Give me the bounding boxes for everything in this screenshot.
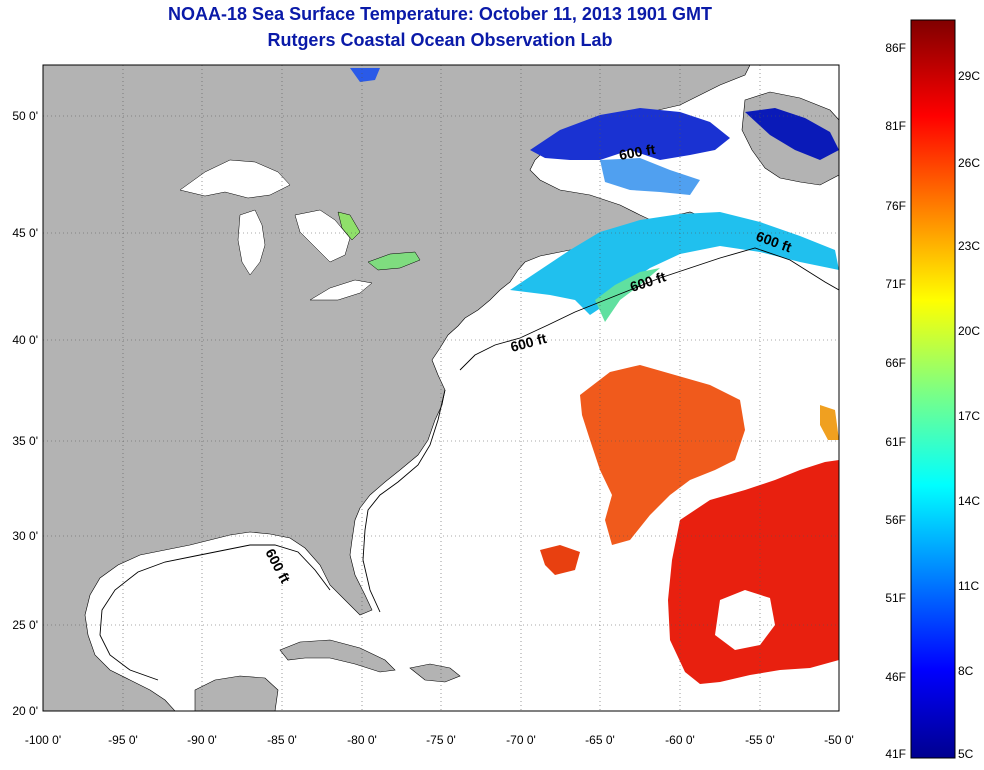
latitude-label: 20 0' bbox=[12, 704, 38, 718]
land-cuba bbox=[279, 639, 396, 673]
colorbar-fahrenheit-label: 51F bbox=[885, 591, 906, 605]
lake-michigan bbox=[237, 209, 266, 276]
colorbar-celsius-label: 8C bbox=[958, 664, 974, 678]
georgian-bay bbox=[337, 211, 361, 241]
lake-superior bbox=[179, 159, 291, 199]
colorbar-fahrenheit-label: 66F bbox=[885, 356, 906, 370]
map-subtitle: Rutgers Coastal Ocean Observation Lab bbox=[267, 30, 613, 50]
longitude-label: -55 0' bbox=[745, 733, 775, 747]
longitude-label: -65 0' bbox=[585, 733, 615, 747]
sst-warm-patch-north bbox=[580, 365, 745, 545]
latitude-label: 40 0' bbox=[12, 333, 38, 347]
colorbar-fahrenheit-label: 81F bbox=[885, 119, 906, 133]
latitude-label: 35 0' bbox=[12, 434, 38, 448]
longitude-label: -50 0' bbox=[824, 733, 854, 747]
map-title: NOAA-18 Sea Surface Temperature: October… bbox=[168, 4, 712, 24]
sst-cool-nl-shelf bbox=[600, 158, 700, 195]
lake-erie bbox=[309, 279, 373, 301]
latitude-labels: 50 0' 45 0' 40 0' 35 0' 30 0' 25 0' 20 0' bbox=[12, 109, 38, 718]
colorbar-celsius-labels: 29C 26C 23C 20C 17C 14C 11C 8C 5C bbox=[958, 69, 980, 761]
colorbar-celsius-label: 29C bbox=[958, 69, 980, 83]
latitude-label: 30 0' bbox=[12, 529, 38, 543]
colorbar-fahrenheit-label: 56F bbox=[885, 513, 906, 527]
colorbar-celsius-label: 23C bbox=[958, 239, 980, 253]
map-frame bbox=[42, 64, 840, 712]
sst-cold-hudson bbox=[350, 68, 380, 82]
isobath-600ft-gulf bbox=[99, 544, 331, 681]
sst-warm-scatter bbox=[540, 545, 580, 575]
isobath-600ft-southeast bbox=[362, 389, 446, 613]
longitude-label: -80 0' bbox=[347, 733, 377, 747]
longitude-label: -60 0' bbox=[665, 733, 695, 747]
land-north-america bbox=[43, 65, 751, 711]
colorbar-celsius-label: 14C bbox=[958, 494, 980, 508]
longitude-label: -100 0' bbox=[25, 733, 61, 747]
colorbar-celsius-label: 5C bbox=[958, 747, 974, 761]
colorbar-fahrenheit-label: 46F bbox=[885, 670, 906, 684]
longitude-label: -70 0' bbox=[506, 733, 536, 747]
lake-ontario bbox=[367, 251, 421, 271]
colorbar-celsius-label: 11C bbox=[958, 579, 979, 593]
land-hispaniola bbox=[409, 663, 461, 683]
sst-greenish-shelf bbox=[595, 268, 660, 322]
isobath-600ft bbox=[459, 247, 839, 371]
colorbar-fahrenheit-label: 86F bbox=[885, 41, 906, 55]
longitude-label: -95 0' bbox=[108, 733, 138, 747]
colorbar-celsius-label: 26C bbox=[958, 156, 980, 170]
latitude-label: 50 0' bbox=[12, 109, 38, 123]
latitude-label: 25 0' bbox=[12, 618, 38, 632]
colorbar bbox=[910, 19, 956, 759]
longitude-labels: -100 0' -95 0' -90 0' -85 0' -80 0' -75 0' -70… bbox=[25, 733, 854, 747]
sst-cold-labrador bbox=[745, 108, 839, 160]
grid bbox=[43, 65, 839, 711]
land-yucatan bbox=[194, 675, 279, 711]
colorbar-fahrenheit-labels: 86F 81F 76F 71F 66F 61F 56F 51F 46F 41F bbox=[885, 41, 906, 761]
colorbar-fahrenheit-label: 41F bbox=[885, 747, 906, 761]
latitude-label: 45 0' bbox=[12, 226, 38, 240]
longitude-label: -85 0' bbox=[267, 733, 297, 747]
colorbar-fahrenheit-label: 76F bbox=[885, 199, 906, 213]
lake-huron bbox=[294, 209, 351, 263]
longitude-label: -75 0' bbox=[426, 733, 456, 747]
colorbar-celsius-label: 17C bbox=[958, 409, 980, 423]
sst-cool-shelf bbox=[510, 212, 839, 315]
contour-label-600ft: 600 ft bbox=[618, 141, 657, 163]
colorbar-fahrenheit-label: 71F bbox=[885, 277, 906, 291]
colorbar-fahrenheit-label: 61F bbox=[885, 435, 906, 449]
sst-warm-patch-south bbox=[668, 460, 839, 684]
colorbar-celsius-label: 20C bbox=[958, 324, 980, 338]
longitude-label: -90 0' bbox=[187, 733, 217, 747]
sst-orange-east bbox=[820, 405, 839, 440]
